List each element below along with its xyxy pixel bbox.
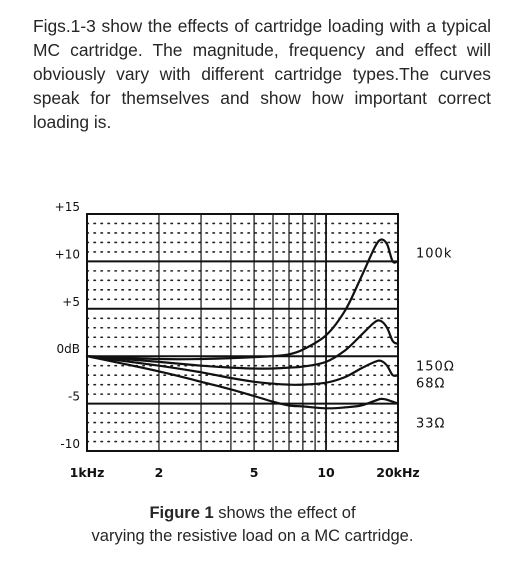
series-line-2 [85, 319, 400, 370]
frequency-response-chart: +15 +10 +5 0dB -5 -10 1kHz 2 5 10 20kHz 100k 150Ω 68… [55, 200, 455, 480]
series-label-1: 100k [416, 246, 452, 261]
series-line-1 [85, 238, 400, 361]
chart-series [85, 238, 400, 410]
y-tick-label: 0dB [57, 342, 80, 356]
series-label-3: 68Ω [416, 377, 445, 392]
y-tick-label: -5 [68, 390, 80, 404]
series-label-4: 33Ω [416, 416, 445, 431]
figure-caption: Figure 1 shows the effect of varying the… [0, 502, 505, 548]
x-tick-label: 5 [250, 465, 259, 480]
series-line-4 [85, 355, 400, 410]
intro-paragraph: Figs.1-3 show the effects of cartridge l… [33, 16, 491, 132]
chart-grid [86, 213, 399, 452]
chart-axes: +15 +10 +5 0dB -5 -10 1kHz 2 5 10 20kHz [55, 200, 420, 480]
caption-line-1: Figure 1 shows the effect of [0, 502, 505, 525]
caption-line-2: varying the resistive load on a MC cartr… [91, 527, 414, 545]
y-tick-label: +15 [55, 200, 80, 214]
y-tick-label: -10 [60, 437, 80, 451]
y-tick-label: +5 [62, 295, 80, 309]
x-tick-label: 20kHz [376, 465, 419, 480]
x-tick-label: 2 [155, 465, 164, 480]
y-tick-label: +10 [55, 247, 80, 261]
x-tick-label: 1kHz [70, 465, 105, 480]
caption-figure-label: Figure 1 [149, 504, 214, 522]
caption-line-1-text: shows the effect of [218, 504, 356, 522]
plot-frame [86, 213, 399, 452]
chart-labels: 100k 150Ω 68Ω 33Ω [416, 246, 455, 431]
series-line-3 [85, 355, 400, 386]
series-label-2: 150Ω [416, 360, 455, 375]
x-tick-label: 10 [317, 465, 335, 480]
